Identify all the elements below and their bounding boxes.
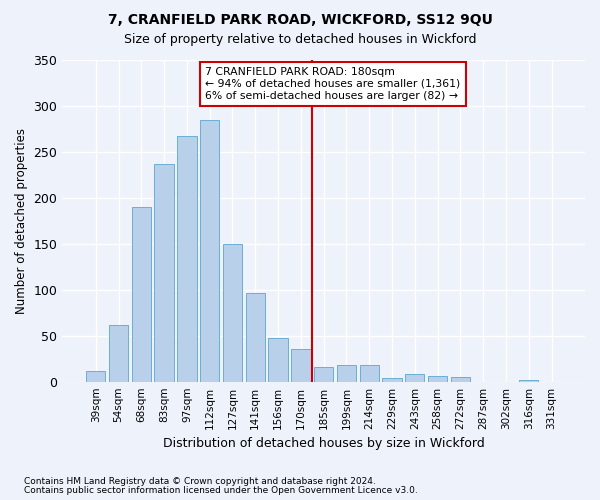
Bar [359,365,379,382]
Bar [86,370,106,382]
Bar [223,244,242,382]
Bar [291,348,311,382]
Text: 7 CRANFIELD PARK ROAD: 180sqm
← 94% of detached houses are smaller (1,361)
6% of: 7 CRANFIELD PARK ROAD: 180sqm ← 94% of d… [205,68,460,100]
Bar [245,292,265,382]
Bar [382,378,402,382]
Bar [428,376,447,382]
Bar [131,207,151,382]
Text: Contains HM Land Registry data © Crown copyright and database right 2024.: Contains HM Land Registry data © Crown c… [24,477,376,486]
Bar [405,374,424,382]
Bar [268,338,288,382]
Bar [451,377,470,382]
Text: 7, CRANFIELD PARK ROAD, WICKFORD, SS12 9QU: 7, CRANFIELD PARK ROAD, WICKFORD, SS12 9… [107,12,493,26]
Bar [154,164,174,382]
Bar [314,367,334,382]
Text: Contains public sector information licensed under the Open Government Licence v3: Contains public sector information licen… [24,486,418,495]
Bar [200,120,220,382]
Bar [177,136,197,382]
Y-axis label: Number of detached properties: Number of detached properties [15,128,28,314]
X-axis label: Distribution of detached houses by size in Wickford: Distribution of detached houses by size … [163,437,485,450]
Bar [109,324,128,382]
Text: Size of property relative to detached houses in Wickford: Size of property relative to detached ho… [124,32,476,46]
Bar [519,380,538,382]
Bar [337,365,356,382]
